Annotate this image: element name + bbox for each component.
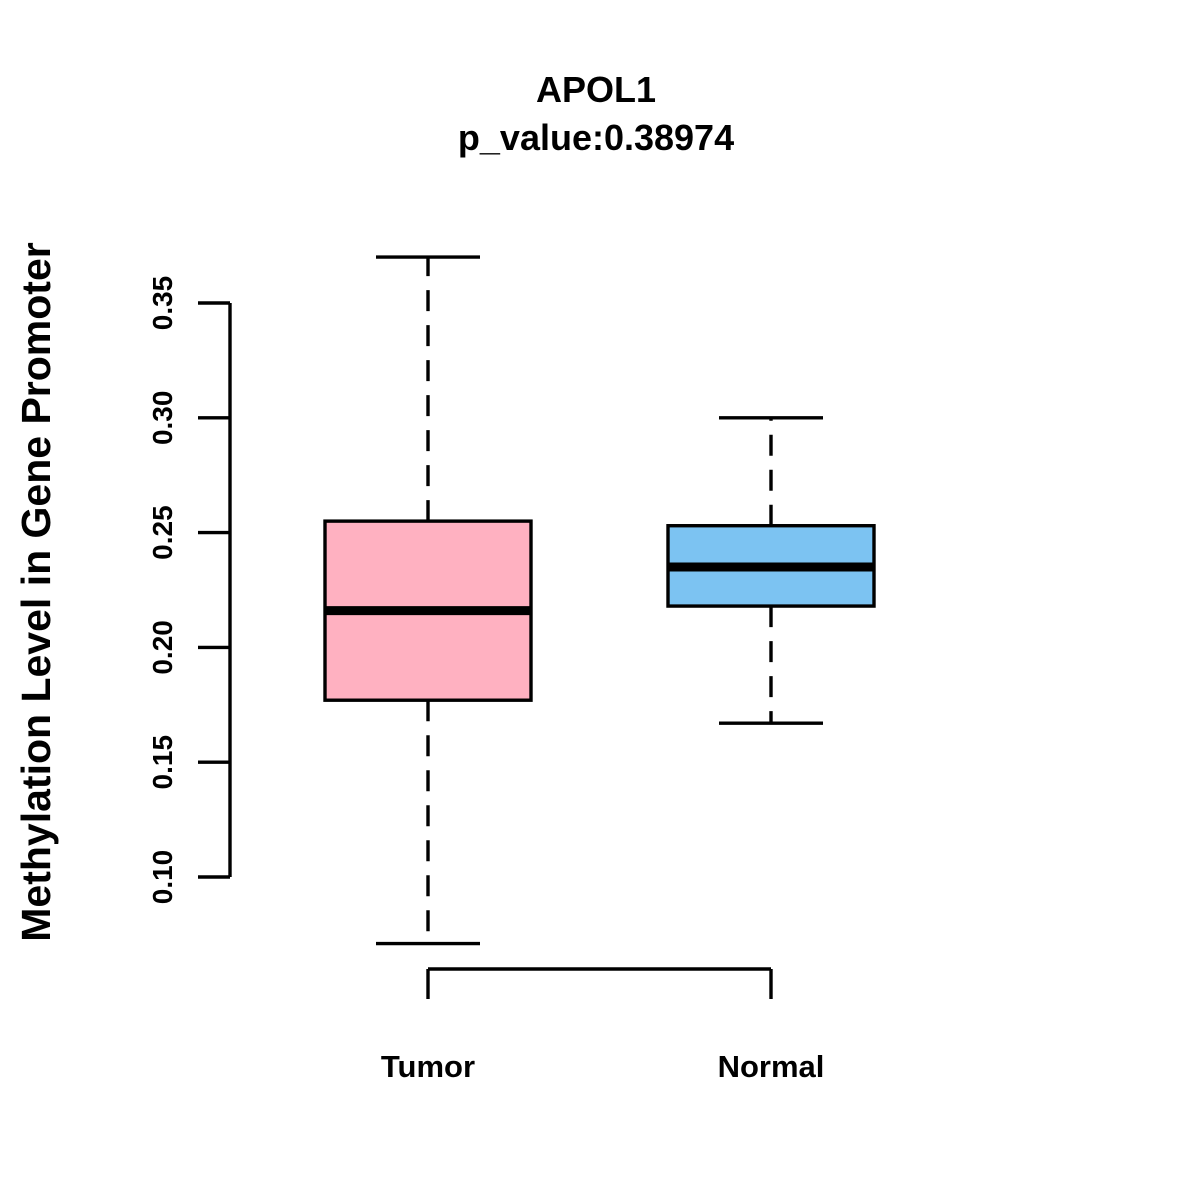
y-axis-tick-label: 0.10 [147, 850, 178, 905]
y-axis-tick-label: 0.35 [147, 276, 178, 331]
gene-title: APOL1 [535, 69, 657, 110]
y-axis-tick-label: 0.20 [147, 620, 178, 675]
y-axis-tick-label: 0.30 [147, 391, 178, 446]
x-category-label-tumor: Tumor [381, 1049, 475, 1084]
y-axis-tick-label: 0.15 [147, 735, 178, 790]
chart-title-block: APOL1 p_value:0.38974 [230, 66, 962, 162]
p-value-subtitle: p_value:0.38974 [457, 117, 735, 158]
y-axis-tick-label: 0.25 [147, 505, 178, 560]
x-category-label-normal: Normal [718, 1049, 825, 1084]
